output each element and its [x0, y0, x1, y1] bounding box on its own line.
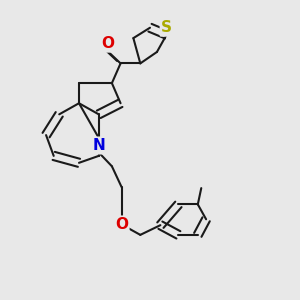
Text: S: S — [161, 20, 172, 35]
Text: O: O — [101, 36, 114, 51]
Text: O: O — [115, 217, 128, 232]
Text: N: N — [92, 138, 105, 153]
